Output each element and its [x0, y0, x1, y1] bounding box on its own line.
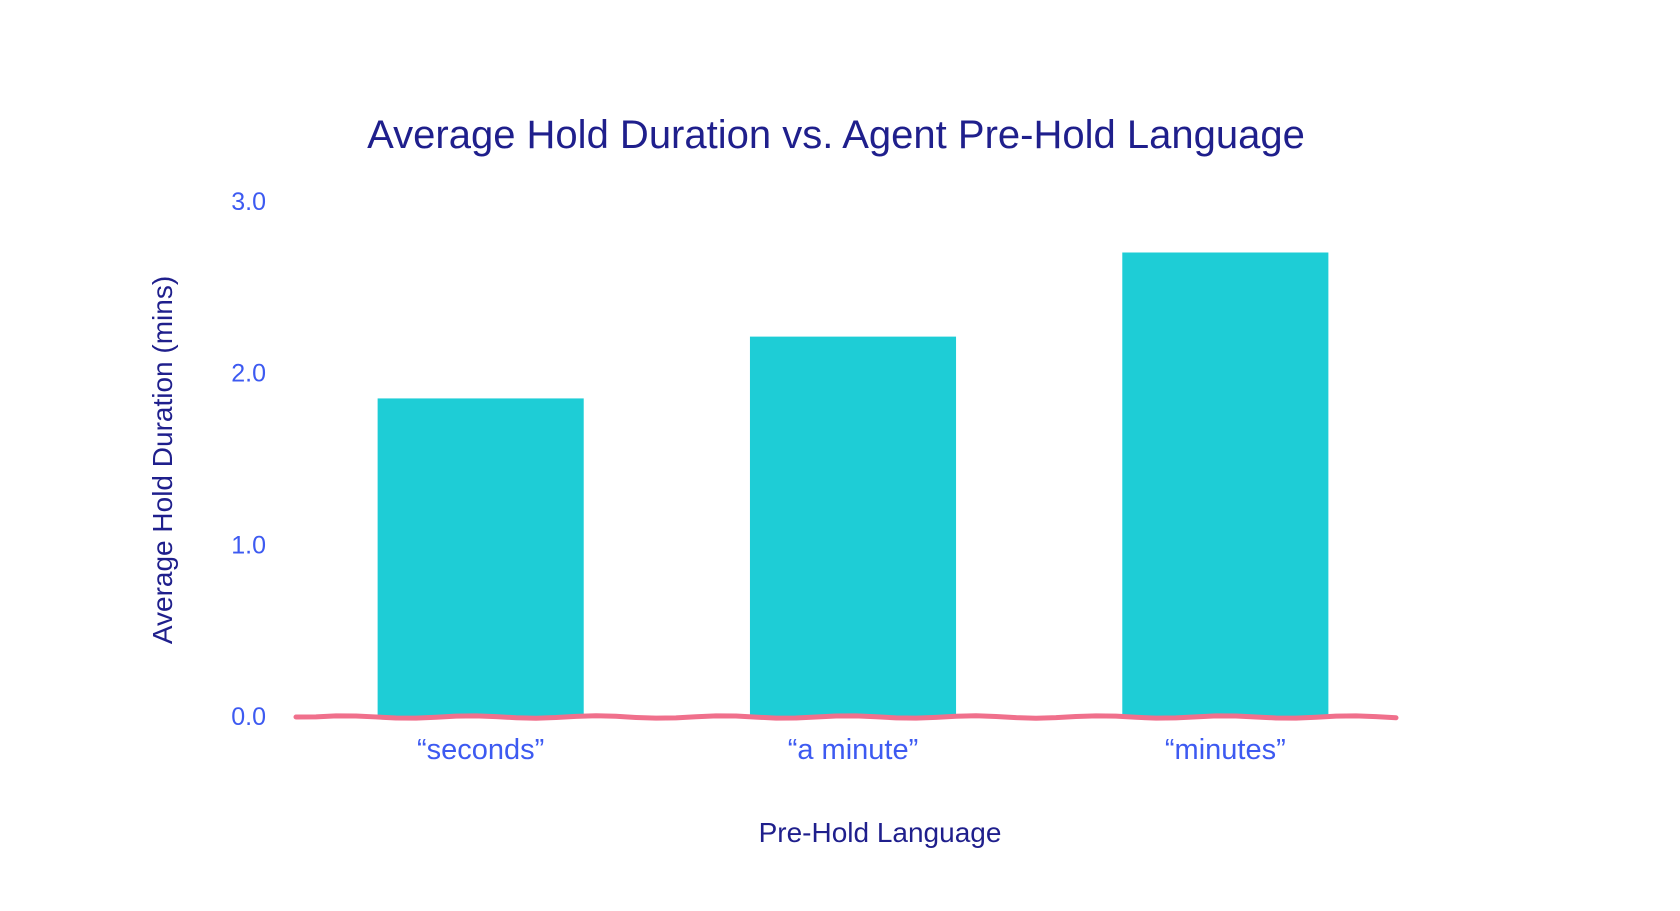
- x-axis-categories: “seconds” “a minute” “minutes”: [417, 734, 1286, 766]
- bar: [377, 398, 584, 716]
- y-tick-label: 1.0: [231, 531, 266, 559]
- chart-title: Average Hold Duration vs. Agent Pre-Hold…: [367, 113, 1305, 157]
- x-axis-label: Pre-Hold Language: [759, 817, 1002, 848]
- bar: [1122, 252, 1329, 716]
- bar: [749, 336, 957, 716]
- y-tick-label: 3.0: [231, 188, 266, 216]
- x-tick-label: “a minute”: [788, 734, 919, 766]
- bars: [377, 252, 1329, 716]
- x-axis-baseline: [293, 713, 1399, 721]
- x-tick-label: “minutes”: [1165, 734, 1286, 766]
- y-tick-label: 0.0: [231, 703, 266, 731]
- y-axis-ticks: 0.0 1.0 2.0 3.0: [231, 188, 266, 731]
- x-tick-label: “seconds”: [417, 734, 544, 766]
- y-tick-label: 2.0: [231, 360, 266, 388]
- y-axis-label: Average Hold Duration (mins): [147, 276, 178, 644]
